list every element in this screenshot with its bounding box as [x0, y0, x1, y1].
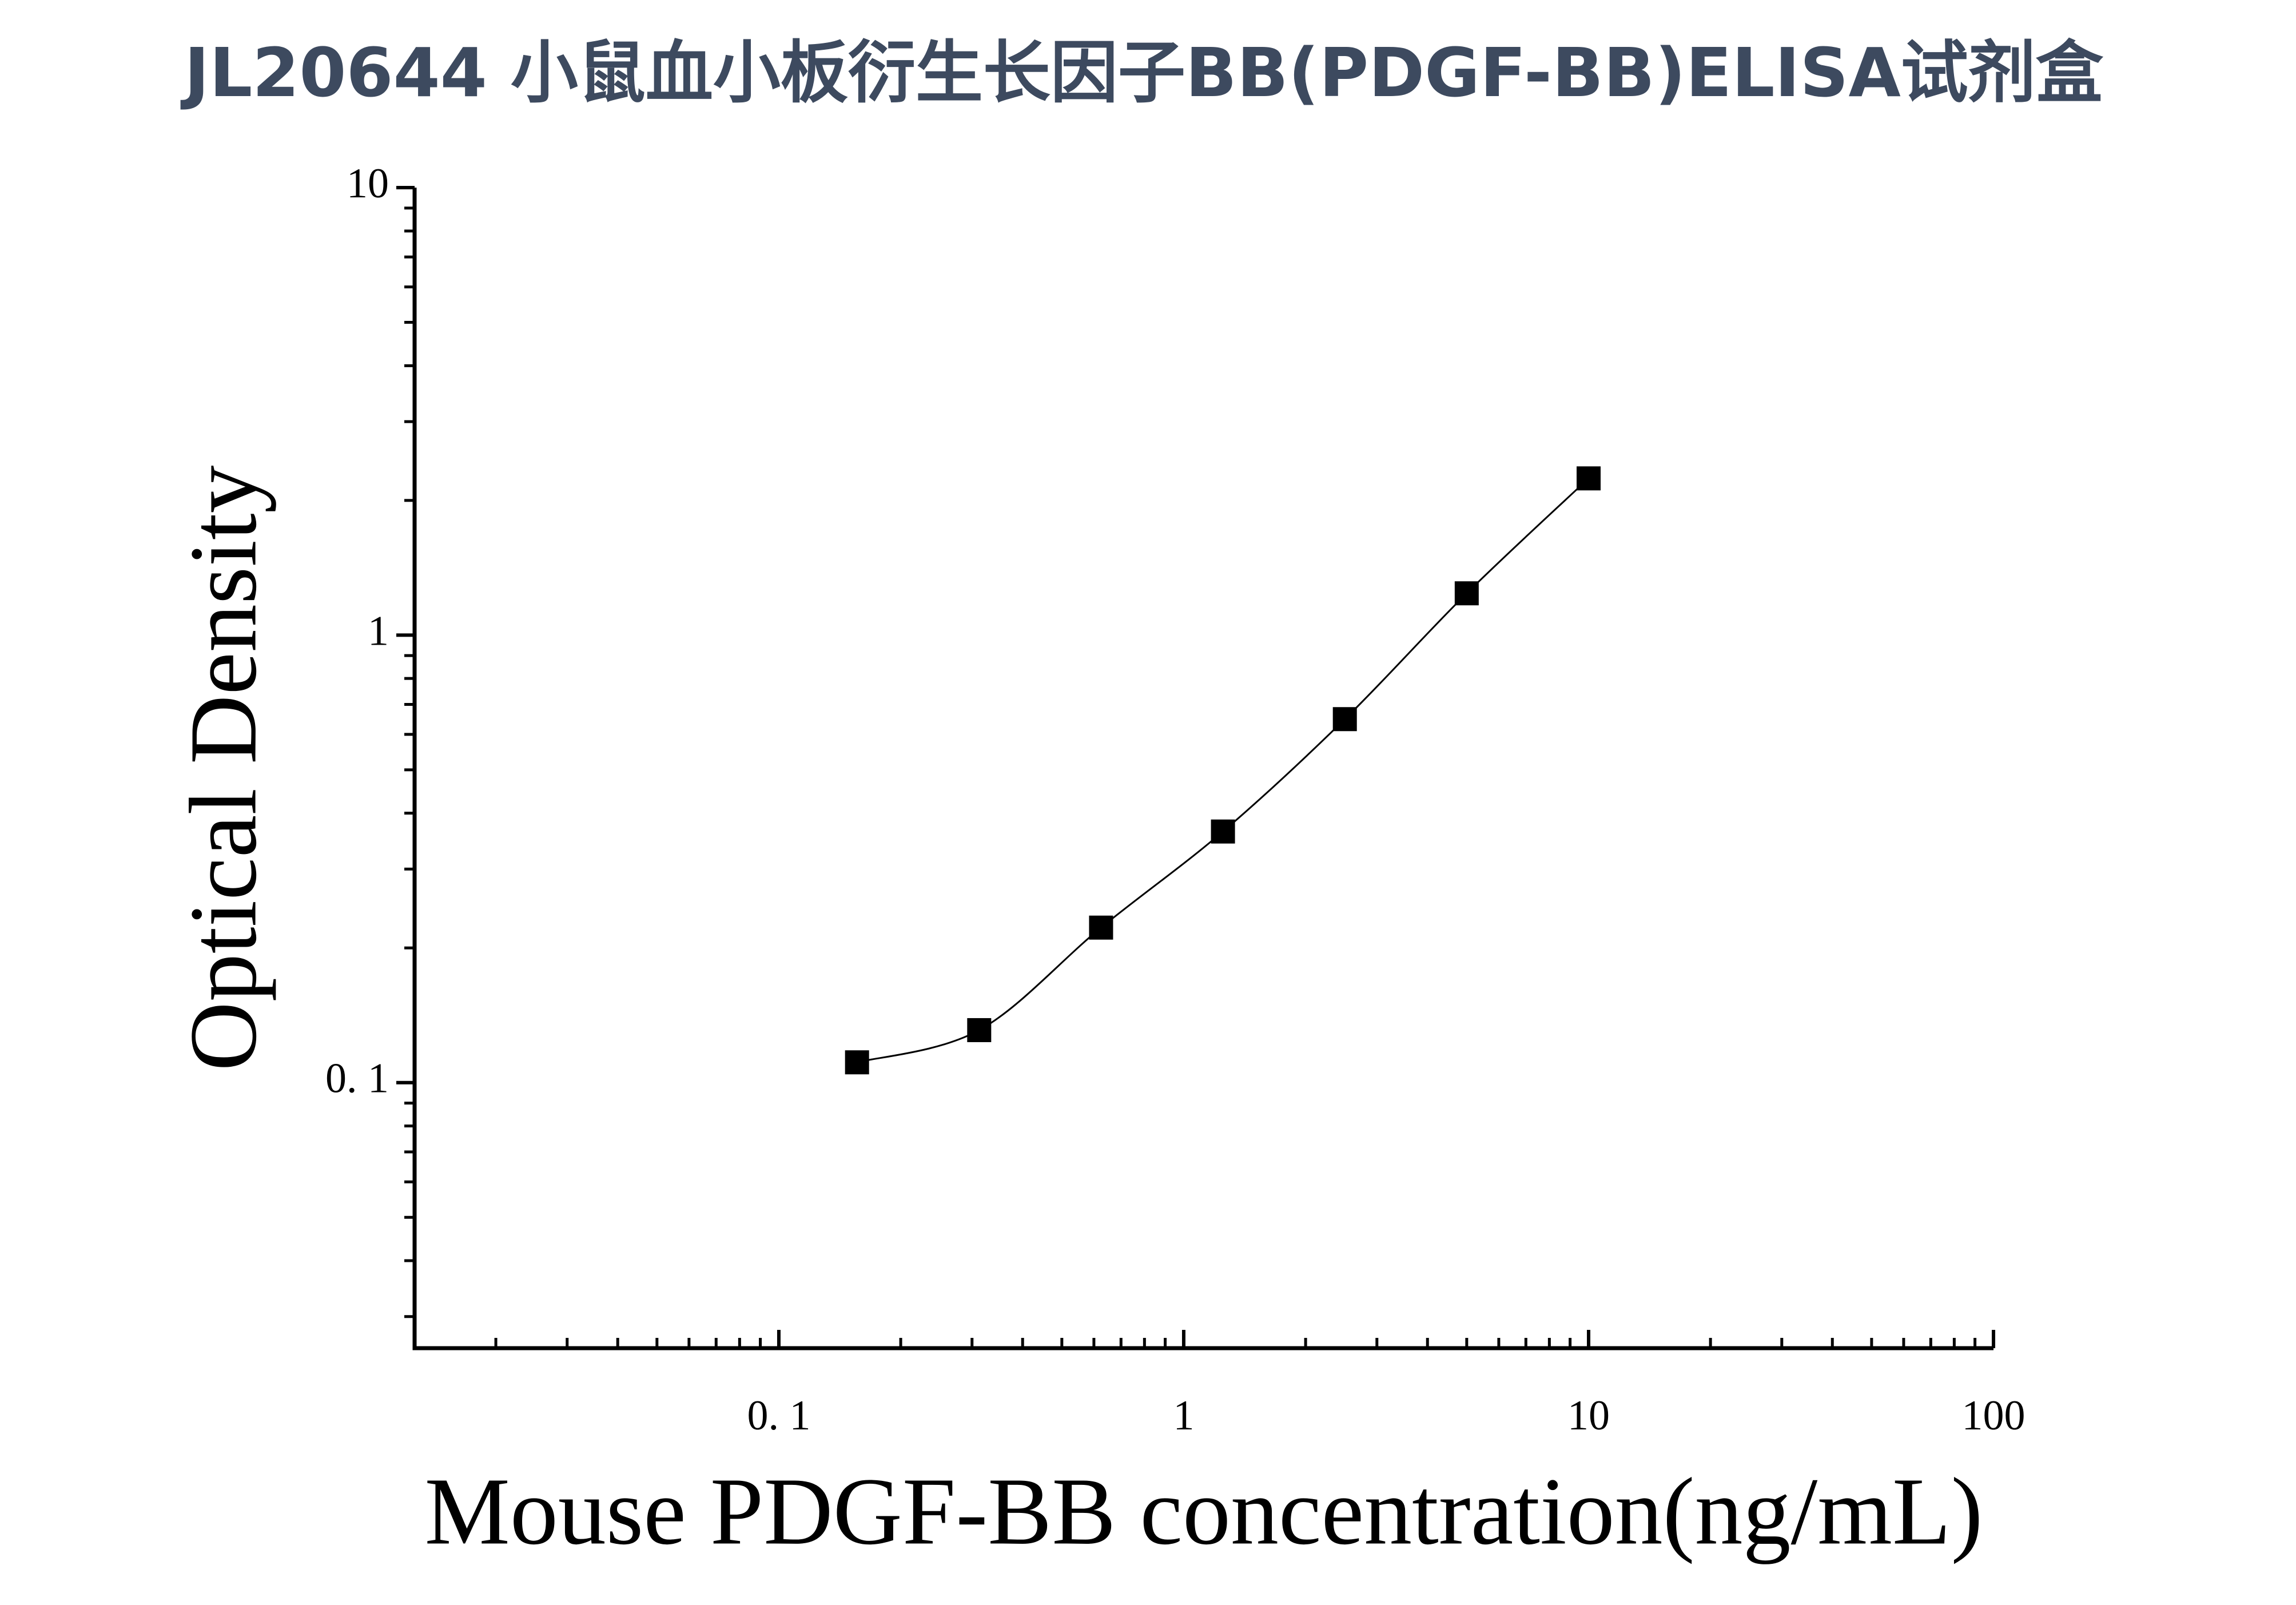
y-axis-label: Optical Density — [170, 465, 277, 1071]
data-point — [1576, 466, 1601, 491]
x-tick-label: 100 — [1962, 1392, 2026, 1439]
x-axis-label: Mouse PDGF-BB concentration(ng/mL) — [425, 1459, 1983, 1565]
data-point — [1089, 915, 1113, 940]
x-tick-label: 1 — [1173, 1392, 1194, 1439]
data-point — [1332, 707, 1357, 732]
fit-curve — [857, 478, 1590, 1063]
data-point — [1454, 581, 1479, 606]
data-point — [967, 1018, 992, 1042]
chart-title: JL20644 小鼠血小板衍生长因子BB(PDGF-BB)ELISA试剂盒 — [180, 33, 2104, 112]
data-point — [845, 1050, 869, 1075]
data-point — [1211, 819, 1235, 844]
x-tick-label: 10 — [1567, 1392, 1610, 1439]
x-tick-label: 0. 1 — [747, 1392, 810, 1439]
y-tick-label: 1 — [368, 607, 389, 654]
y-tick-label: 10 — [347, 160, 389, 207]
y-tick-label: 0. 1 — [325, 1055, 389, 1102]
